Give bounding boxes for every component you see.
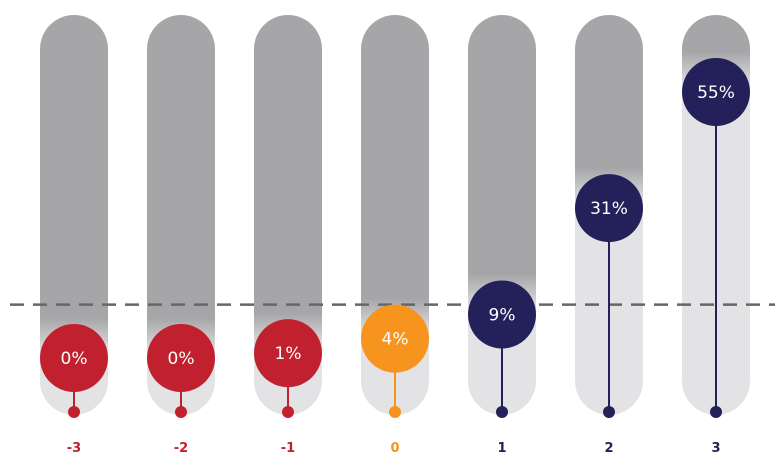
column-track [147,15,215,415]
lollipop-base-dot [68,406,80,418]
x-tick-label: -3 [67,441,81,456]
value-bubble [254,319,322,388]
value-bubble [682,58,750,126]
value-label: 31% [590,199,628,219]
lollipop-base-dot [496,406,508,418]
value-label: 0% [168,349,195,369]
value-bubble [147,324,215,392]
column-track [254,15,322,415]
lollipop-base-dot [710,406,722,418]
x-tick-label: -2 [174,441,188,456]
lollipop-marks: 0% 0% 1% 4% 9% 31% 55% [40,58,750,418]
lollipop-base-dot [282,406,294,418]
x-tick-label: -1 [281,441,295,456]
column-track [40,15,108,415]
lollipop-base-dot [175,406,187,418]
value-label: 9% [489,305,516,325]
lollipop-base-dot [389,406,401,418]
lollipop-base-dot [603,406,615,418]
x-axis-tick-labels: -3 -2 -1 0 1 2 3 [67,441,721,456]
value-bubble [361,304,429,373]
value-bubble [468,280,536,349]
value-label: 55% [697,83,735,103]
value-label: 1% [275,344,302,364]
x-tick-label: 3 [711,441,720,456]
value-label: 4% [382,330,409,350]
value-label: 0% [61,349,88,369]
value-bubble [575,174,643,243]
x-tick-label: 2 [604,441,613,456]
value-bubble [40,324,108,392]
x-tick-label: 1 [497,441,506,456]
x-tick-label: 0 [390,441,399,456]
